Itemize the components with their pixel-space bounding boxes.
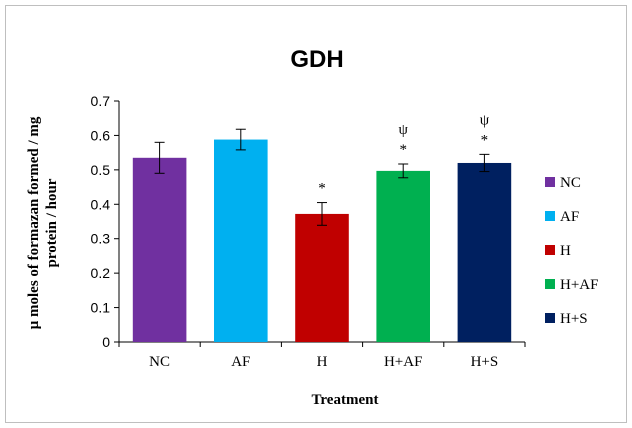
legend-label: H+AF — [560, 277, 598, 293]
error-bar — [235, 128, 246, 151]
bar-h — [295, 213, 349, 342]
bars: * * ψ * ψ — [132, 112, 512, 342]
bar-h-af — [376, 170, 430, 342]
legend-label: H — [560, 243, 571, 259]
chart-frame: GDH µ moles of formazan formed / mg prot… — [5, 5, 627, 423]
legend-swatch — [545, 313, 555, 323]
significance-asterisk: * — [481, 132, 489, 148]
legend: NC AF H H+AF H+S — [545, 175, 598, 327]
x-tick-label: AF — [231, 354, 250, 370]
error-bar — [317, 202, 327, 226]
x-tick-label: NC — [149, 354, 170, 370]
error-bar — [154, 141, 165, 174]
significance-psi: ψ — [399, 122, 409, 138]
legend-label: NC — [560, 175, 581, 191]
x-tick-label: H+S — [471, 354, 499, 370]
legend-swatch — [545, 279, 555, 289]
bar-af — [214, 139, 268, 342]
x-tick-label: H+AF — [384, 354, 422, 370]
bar-h-s — [457, 162, 512, 342]
y-tick-label: 0.6 — [91, 127, 111, 143]
error-bar — [398, 163, 409, 179]
legend-swatch — [545, 211, 555, 221]
y-tick-label: 0.1 — [91, 300, 111, 316]
y-axis-title-line-1: µ moles of formazan formed / mg — [26, 116, 42, 329]
chart-title: GDH — [290, 46, 343, 73]
legend-label: H+S — [560, 311, 588, 327]
y-tick-label: 0.4 — [91, 196, 111, 212]
y-tick-label: 0.7 — [91, 93, 111, 109]
legend-swatch — [545, 245, 555, 255]
y-axis-title-line-2: protein / hour — [44, 178, 60, 267]
significance-asterisk: * — [318, 181, 326, 197]
significance-psi: ψ — [480, 112, 490, 128]
axes — [114, 100, 526, 347]
x-axis-title: Treatment — [312, 392, 379, 408]
significance-asterisk: * — [399, 142, 407, 158]
y-axis-title: µ moles of formazan formed / mg protein … — [26, 116, 60, 329]
y-tick-label: 0.3 — [91, 231, 111, 247]
y-tick-label: 0.2 — [91, 265, 111, 281]
bar-chart: GDH µ moles of formazan formed / mg prot… — [26, 46, 598, 408]
tick-labels: 0 0.1 0.2 0.3 0.4 0.5 0.6 0.7 NC AF H H+AF H+S — [91, 93, 499, 370]
y-tick-label: 0.5 — [91, 162, 111, 178]
bar-nc — [132, 157, 187, 342]
legend-label: AF — [560, 209, 579, 225]
y-tick-label: 0 — [102, 334, 110, 350]
error-bar — [479, 153, 490, 173]
legend-swatch — [545, 177, 555, 187]
x-tick-label: H — [317, 354, 328, 370]
